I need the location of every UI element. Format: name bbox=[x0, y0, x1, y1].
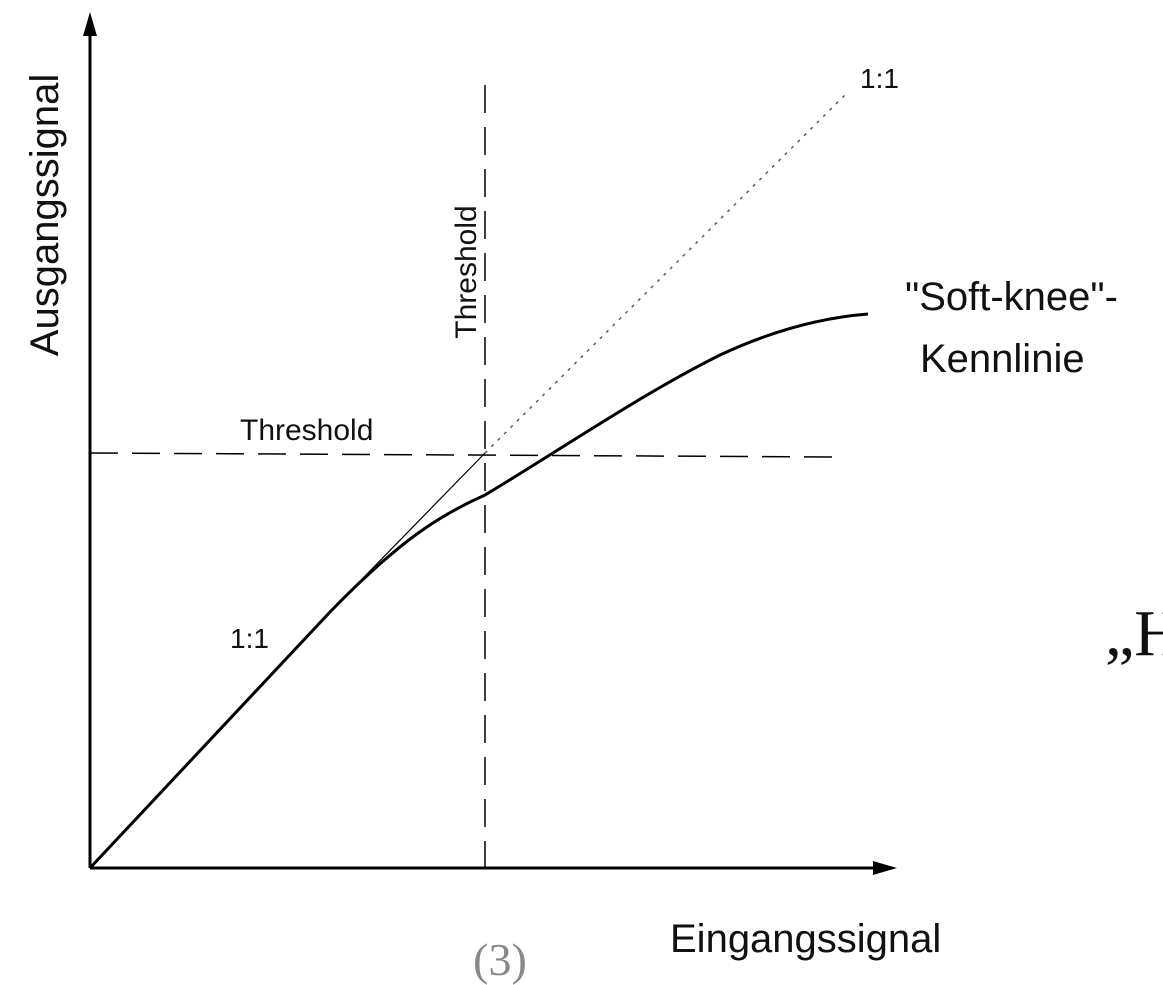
threshold-vertical-label: Threshold bbox=[450, 205, 483, 338]
curve-label: "Soft-knee"- bbox=[905, 275, 1118, 319]
x-arrow bbox=[873, 861, 897, 875]
y-label: Ausgangssignal bbox=[23, 74, 67, 356]
ratio-label-upper: 1:1 bbox=[860, 63, 899, 94]
footer: (3) bbox=[473, 934, 527, 985]
ratio-label-lower: 1:1 bbox=[230, 623, 269, 654]
x-label: Eingangssignal bbox=[670, 917, 941, 961]
threshold-horizontal bbox=[89, 452, 836, 458]
y-arrow bbox=[83, 12, 97, 36]
one-to-one-dotted bbox=[484, 94, 846, 454]
soft-knee-curve bbox=[88, 312, 869, 870]
threshold-horizontal-label: Threshold bbox=[240, 414, 373, 447]
curve-label: Kennlinie bbox=[920, 337, 1085, 381]
fragment-text: „H bbox=[1105, 597, 1163, 670]
